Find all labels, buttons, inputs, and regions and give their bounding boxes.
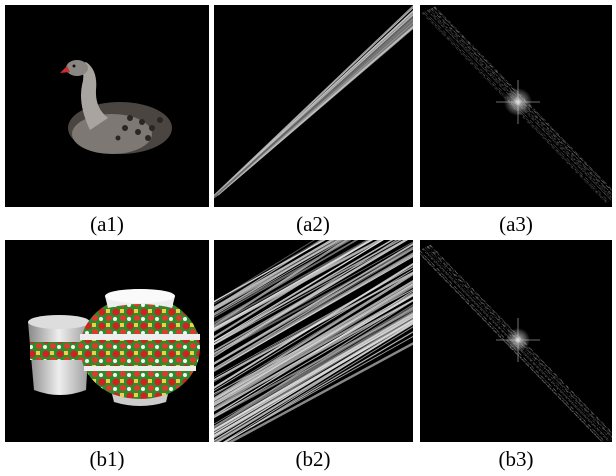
caption: (b3): [499, 447, 534, 471]
caption: (b2): [296, 447, 331, 471]
caption: (a1): [90, 212, 124, 236]
caption: (b1): [90, 447, 125, 471]
caption: (a2): [296, 212, 330, 236]
caption: (a3): [499, 212, 533, 236]
figure: (a1) (a2) (a3) (b1) (b2) (b3): [0, 0, 616, 476]
